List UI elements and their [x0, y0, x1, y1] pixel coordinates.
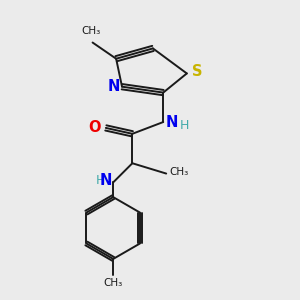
- Text: H: H: [96, 174, 105, 188]
- Text: CH₃: CH₃: [82, 26, 101, 36]
- Text: CH₃: CH₃: [170, 167, 189, 177]
- Text: N: N: [99, 173, 112, 188]
- Text: N: N: [107, 79, 120, 94]
- Text: CH₃: CH₃: [103, 278, 123, 288]
- Text: H: H: [179, 119, 189, 132]
- Text: O: O: [88, 119, 100, 134]
- Text: N: N: [166, 115, 178, 130]
- Text: S: S: [192, 64, 202, 80]
